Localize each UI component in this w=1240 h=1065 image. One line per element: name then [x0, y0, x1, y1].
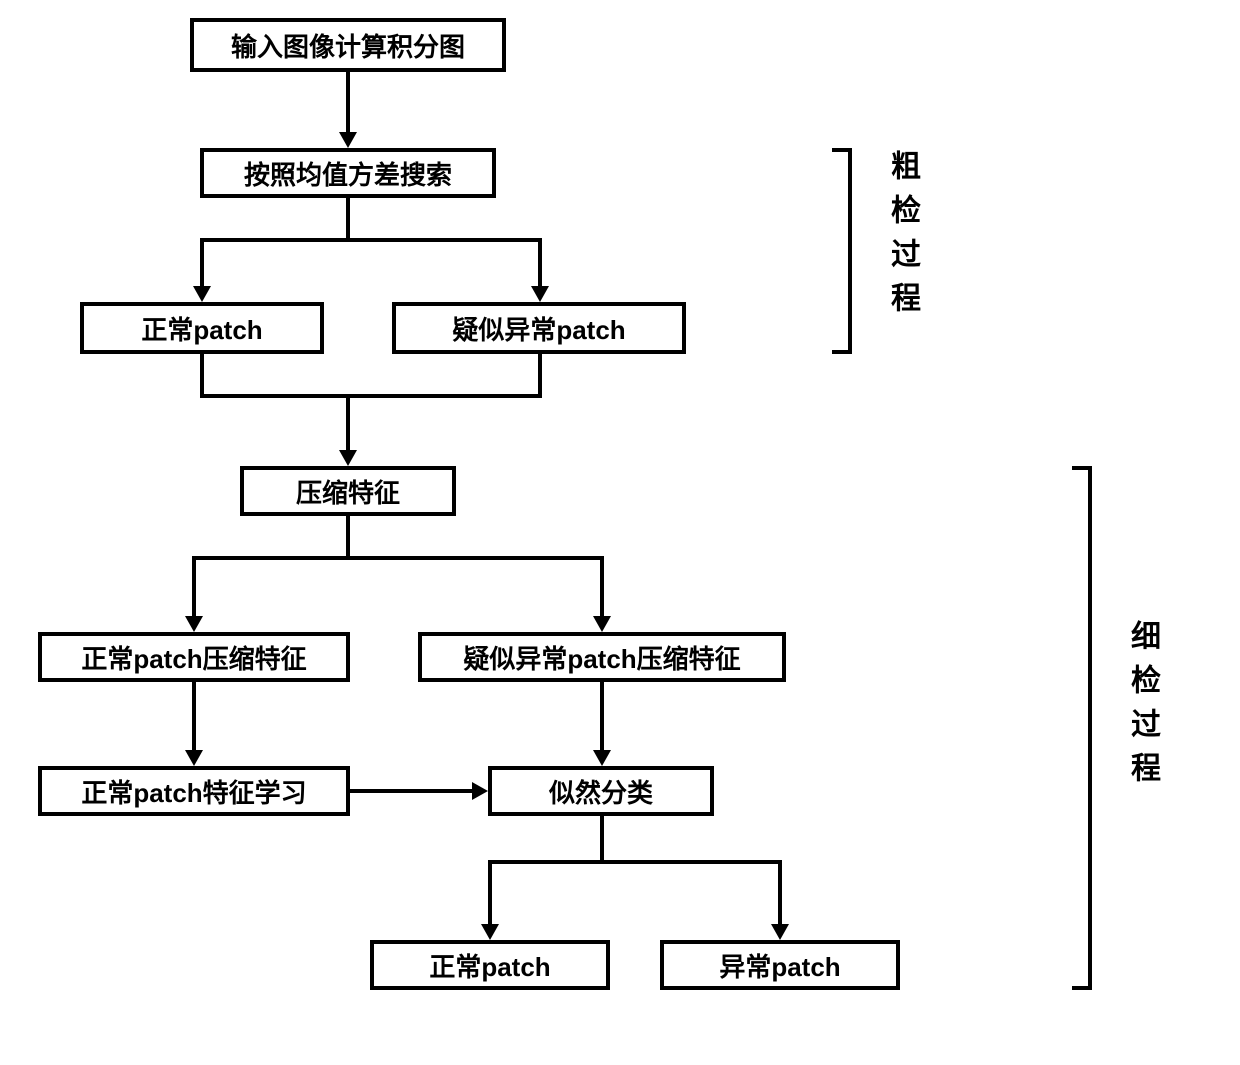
edge-to-n10-v [488, 860, 492, 924]
edge-n2-split-h [200, 238, 542, 242]
bracket-fine [1076, 466, 1092, 990]
node-abnormal-patch: 异常patch [660, 940, 900, 990]
edge-to-n4-v [538, 238, 542, 286]
edge-merge-v [346, 394, 350, 450]
node-normal-patch-2: 正常patch [370, 940, 610, 990]
node-likelihood-classification: 似然分类 [488, 766, 714, 816]
arrowhead-n9 [593, 750, 611, 766]
label-coarse-check: 粗检过程 [880, 150, 924, 326]
node-normal-patch-1: 正常patch [80, 302, 324, 354]
edge-n7-n9 [600, 682, 604, 750]
edge-n8-n9 [350, 789, 472, 793]
node-suspected-abnormal-patch: 疑似异常patch [392, 302, 686, 354]
edge-n9-split-v [600, 816, 604, 860]
arrowhead-n7 [593, 616, 611, 632]
arrowhead-n6 [185, 616, 203, 632]
edge-n6-n8 [192, 682, 196, 750]
edge-n1-n2 [346, 72, 350, 132]
label-fine-check: 细检过程 [1120, 620, 1164, 796]
edge-n5-split-h [192, 556, 604, 560]
node-normal-patch-compressed: 正常patch压缩特征 [38, 632, 350, 682]
edge-n2-split-v [346, 198, 350, 238]
arrowhead-n1-n2 [339, 132, 357, 148]
node-compress-feature: 压缩特征 [240, 466, 456, 516]
node-normal-patch-learning: 正常patch特征学习 [38, 766, 350, 816]
edge-n9-split-h [488, 860, 782, 864]
edge-n5-split-v [346, 516, 350, 556]
arrowhead-n5 [339, 450, 357, 466]
arrowhead-n8 [185, 750, 203, 766]
edge-to-n6-v [192, 556, 196, 616]
bracket-coarse [836, 148, 852, 354]
edge-merge-h [200, 394, 542, 398]
arrowhead-n10 [481, 924, 499, 940]
node-input-integral: 输入图像计算积分图 [190, 18, 506, 72]
arrowhead-n3 [193, 286, 211, 302]
edge-n3-down [200, 354, 204, 394]
node-mean-variance-search: 按照均值方差搜索 [200, 148, 496, 198]
node-suspected-abnormal-compressed: 疑似异常patch压缩特征 [418, 632, 786, 682]
edge-n4-down [538, 354, 542, 394]
edge-to-n11-v [778, 860, 782, 924]
edge-to-n7-v [600, 556, 604, 616]
arrowhead-n4 [531, 286, 549, 302]
arrowhead-n11 [771, 924, 789, 940]
edge-to-n3-v [200, 238, 204, 286]
arrowhead-n8-n9 [472, 782, 488, 800]
